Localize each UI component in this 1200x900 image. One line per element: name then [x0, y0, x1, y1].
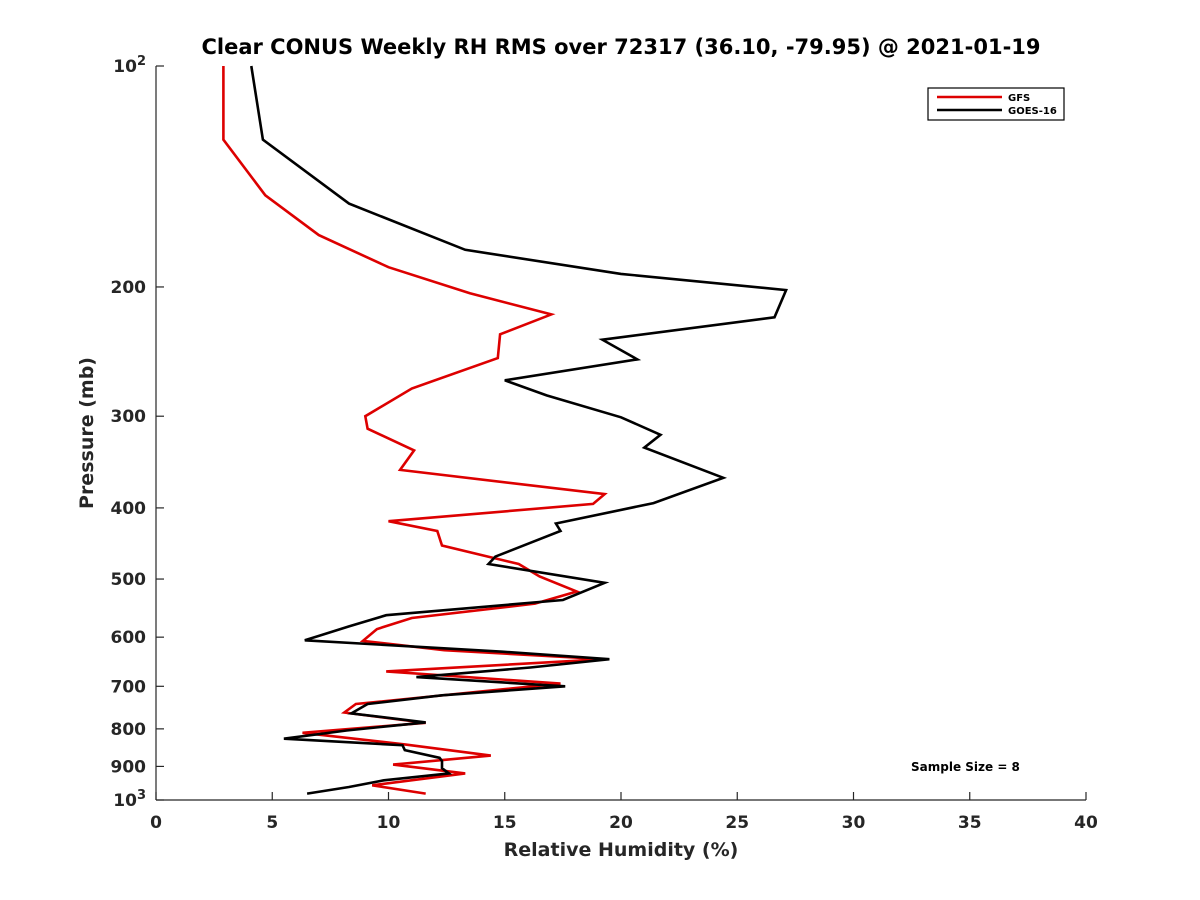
y-tick-label-base: 900 [111, 757, 147, 777]
x-axis-ticks: 0 5 10 15 20 25 30 35 40 [150, 792, 1098, 833]
y-tick-label: 900 [111, 757, 147, 777]
y-tick-label: 800 [111, 720, 147, 740]
y-tick-label-base: 500 [111, 570, 147, 590]
y-tick-label-base: 600 [111, 628, 147, 648]
x-tick-label: 15 [493, 813, 517, 833]
y-tick-label-exponent: 3 [137, 788, 146, 803]
plot-series [222, 65, 788, 795]
x-tick-label: 10 [377, 813, 401, 833]
series-line-goes-16 [250, 65, 788, 795]
x-tick-label: 5 [266, 813, 278, 833]
y-tick-label: 103 [113, 788, 146, 811]
y-tick-label: 300 [111, 407, 147, 427]
y-tick-label-base: 200 [111, 278, 147, 298]
y-tick-label-base: 700 [111, 677, 147, 697]
y-tick-label: 200 [111, 278, 147, 298]
x-tick-label: 25 [725, 813, 749, 833]
y-tick-label-base: 400 [111, 499, 147, 519]
y-tick-label-exponent: 2 [137, 54, 146, 69]
y-tick-label: 700 [111, 677, 147, 697]
y-tick-label-base: 800 [111, 720, 147, 740]
y-tick-label-base: 10 [113, 57, 137, 77]
y-tick-label: 600 [111, 628, 147, 648]
chart-title: Clear CONUS Weekly RH RMS over 72317 (36… [201, 35, 1040, 59]
x-tick-label: 35 [958, 813, 982, 833]
x-tick-label: 20 [609, 813, 633, 833]
y-axis-label: Pressure (mb) [76, 357, 98, 509]
x-axis-label: Relative Humidity (%) [504, 839, 739, 861]
legend-label: GFS [1008, 93, 1030, 104]
x-tick-label: 40 [1074, 813, 1098, 833]
y-tick-label: 102 [113, 54, 146, 77]
legend: GFS GOES-16 [927, 87, 1065, 121]
y-tick-label: 400 [111, 499, 147, 519]
x-tick-label: 30 [842, 813, 866, 833]
legend-label: GOES-16 [1008, 106, 1057, 117]
y-tick-label-base: 300 [111, 407, 147, 427]
legend-box [927, 87, 1065, 121]
sample-size-annotation: Sample Size = 8 [911, 760, 1020, 774]
x-tick-label: 0 [150, 813, 162, 833]
y-tick-label: 500 [111, 570, 147, 590]
y-tick-label-base: 10 [113, 791, 137, 811]
